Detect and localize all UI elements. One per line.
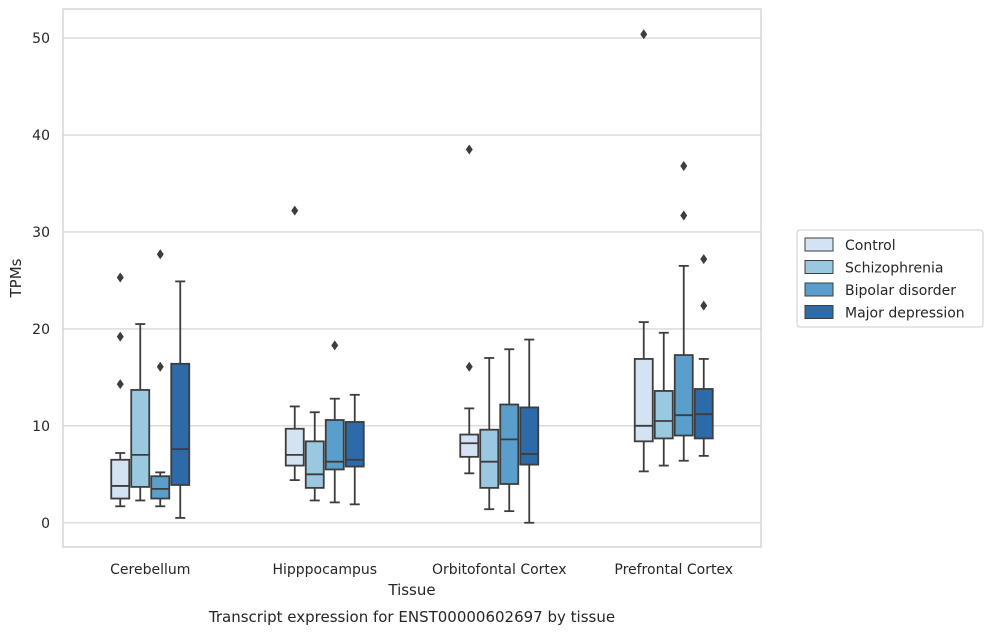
y-tick-label: 50 xyxy=(32,31,50,47)
box-schizophrenia xyxy=(653,331,674,467)
gridlines xyxy=(63,37,761,524)
outlier-point xyxy=(156,249,164,260)
x-tick-label: Cerebellum xyxy=(110,562,190,578)
chart-caption: Transcript expression for ENST0000060269… xyxy=(208,608,615,626)
y-tick-label: 30 xyxy=(32,225,50,241)
box-bipolar-disorder xyxy=(499,348,520,513)
iqr-box xyxy=(459,433,480,458)
iqr-box xyxy=(150,475,171,500)
iqr-box xyxy=(344,421,365,468)
box-control xyxy=(633,29,654,473)
outlier-point xyxy=(116,272,124,283)
y-tick-label: 40 xyxy=(32,128,50,144)
outlier-point xyxy=(116,331,124,342)
y-tick-label: 20 xyxy=(32,322,50,338)
iqr-box xyxy=(130,389,151,488)
box-schizophrenia xyxy=(130,323,151,502)
outlier-point xyxy=(156,361,164,372)
box-major-depression xyxy=(519,338,540,524)
iqr-box xyxy=(653,390,674,440)
legend-label: Control xyxy=(845,238,896,254)
x-tick-label: Orbitofontal Cortex xyxy=(432,562,567,578)
boxes-layer xyxy=(110,29,714,524)
y-tick-label: 0 xyxy=(41,516,50,532)
outlier-point xyxy=(640,29,648,40)
box-bipolar-disorder xyxy=(324,340,345,504)
legend-swatch xyxy=(804,260,834,274)
iqr-box xyxy=(110,458,131,500)
box-control xyxy=(459,144,480,475)
box-bipolar-disorder xyxy=(150,249,171,508)
y-tick-label: 10 xyxy=(32,419,50,435)
plot-frame xyxy=(62,8,762,548)
iqr-box xyxy=(170,362,191,486)
box-major-depression xyxy=(693,254,714,457)
y-axis-label: TPMs xyxy=(7,258,25,298)
iqr-box xyxy=(673,354,694,437)
iqr-box xyxy=(479,428,500,489)
outlier-point xyxy=(700,300,708,311)
box-bipolar-disorder xyxy=(673,161,694,462)
x-axis-label: Tissue xyxy=(387,581,435,599)
box-major-depression xyxy=(170,280,191,519)
iqr-box xyxy=(519,406,540,466)
box-major-depression xyxy=(344,393,365,506)
outlier-point xyxy=(291,205,299,216)
legend-label: Bipolar disorder xyxy=(845,283,956,299)
legend: Control Schizophrenia Bipolar disorder Majo… xyxy=(796,229,984,328)
box-control xyxy=(110,272,131,508)
outlier-point xyxy=(465,361,473,372)
legend-label: Major depression xyxy=(845,306,965,322)
iqr-box xyxy=(633,358,654,443)
legend-swatch xyxy=(804,305,834,319)
legend-swatch xyxy=(804,282,834,297)
box-schizophrenia xyxy=(479,357,500,511)
outlier-point xyxy=(680,161,688,172)
legend-swatch xyxy=(804,237,834,252)
outlier-point xyxy=(680,210,688,221)
legend-label: Schizophrenia xyxy=(845,261,943,277)
iqr-box xyxy=(324,419,345,471)
iqr-box xyxy=(284,427,305,467)
outlier-point xyxy=(116,379,124,390)
legend-frame xyxy=(796,229,984,328)
y-tick-labels: 0 10 20 30 40 50 xyxy=(32,31,50,532)
x-tick-label: Hipppocampus xyxy=(272,562,377,578)
outlier-point xyxy=(465,144,473,155)
outlier-point xyxy=(331,340,339,351)
iqr-box xyxy=(499,403,520,485)
x-tick-labels: Cerebellum Hipppocampus Orbitofontal Corte… xyxy=(110,562,733,578)
box-control xyxy=(284,205,305,482)
outlier-point xyxy=(700,254,708,265)
x-tick-label: Prefrontal Cortex xyxy=(614,562,733,578)
iqr-box xyxy=(304,440,325,489)
box-schizophrenia xyxy=(304,411,325,502)
